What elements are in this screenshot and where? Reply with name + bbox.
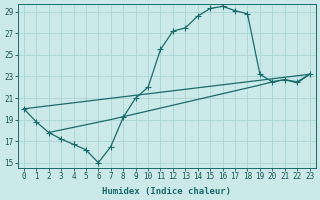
X-axis label: Humidex (Indice chaleur): Humidex (Indice chaleur)	[102, 187, 231, 196]
